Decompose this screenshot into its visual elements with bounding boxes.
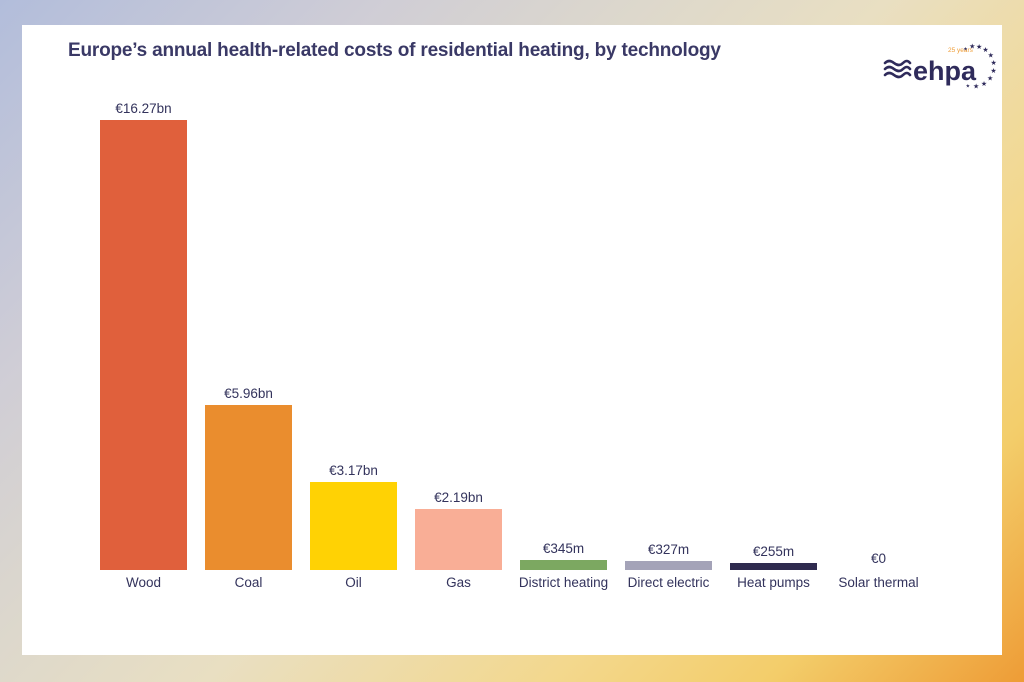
- bar-gas: [415, 509, 502, 570]
- bar-column-district-heating: €345m District heating: [511, 95, 616, 593]
- bar-coal: [205, 405, 292, 570]
- svg-text:★: ★: [982, 46, 988, 54]
- svg-text:★: ★: [981, 80, 987, 88]
- svg-text:★: ★: [988, 52, 994, 60]
- value-label-heat-pumps: €255m: [752, 543, 795, 559]
- chart-title: Europe’s annual health-related costs of …: [68, 40, 721, 61]
- waves-icon: [883, 59, 912, 79]
- value-label-coal: €5.96bn: [224, 386, 273, 402]
- svg-text:★: ★: [963, 46, 968, 52]
- bar-column-direct-electric: €327m Direct electric: [616, 95, 721, 593]
- bar-chart: €16.27bn Wood €5.96bn Coal €3.17bn Oil €2.19bn…: [91, 95, 931, 593]
- bar-district-heating: [520, 560, 607, 570]
- category-label-coal: Coal: [234, 575, 263, 590]
- logo-wordmark: ehpa: [913, 56, 977, 86]
- svg-text:★: ★: [969, 43, 975, 51]
- bar-direct-electric: [625, 560, 712, 570]
- value-label-direct-electric: €327m: [647, 541, 690, 557]
- svg-text:★: ★: [991, 59, 997, 67]
- chart-card: Europe’s annual health-related costs of …: [22, 25, 1002, 655]
- bar-column-oil: €3.17bn Oil: [301, 95, 406, 593]
- category-label-direct-electric: Direct electric: [627, 575, 710, 590]
- category-label-gas: Gas: [446, 575, 471, 590]
- bar-heat-pumps: [730, 562, 817, 570]
- logo-badge: 25 years: [948, 47, 974, 54]
- svg-text:★: ★: [973, 82, 979, 90]
- bar-column-coal: €5.96bn Coal: [196, 95, 301, 593]
- bar-oil: [310, 482, 397, 570]
- eu-stars-icon: ★ ★ ★ ★★★★★★★★: [963, 43, 997, 91]
- value-label-gas: €2.19bn: [434, 490, 483, 506]
- bar-column-wood: €16.27bn Wood: [91, 95, 196, 593]
- category-label-heat-pumps: Heat pumps: [737, 575, 810, 590]
- bar-column-solar-thermal: €0 Solar thermal: [826, 95, 931, 593]
- svg-text:★: ★: [976, 43, 982, 51]
- category-label-solar-thermal: Solar thermal: [838, 575, 919, 590]
- value-label-oil: €3.17bn: [329, 463, 378, 479]
- category-label-oil: Oil: [345, 575, 362, 590]
- value-label-wood: €16.27bn: [115, 101, 172, 116]
- value-label-district-heating: €345m: [542, 541, 585, 557]
- svg-text:★: ★: [990, 67, 996, 75]
- category-label-district-heating: District heating: [518, 575, 609, 590]
- bar-column-heat-pumps: €255m Heat pumps: [721, 95, 826, 593]
- ehpa-logo: ehpa 25 years ★ ★ ★ ★★★★★★★★: [883, 43, 997, 91]
- bar-wood: [100, 120, 187, 570]
- category-label-wood: Wood: [125, 575, 162, 590]
- svg-text:★: ★: [966, 84, 971, 90]
- bar-column-gas: €2.19bn Gas: [406, 95, 511, 593]
- svg-text:★: ★: [987, 74, 993, 82]
- value-label-solar-thermal: €0: [870, 551, 887, 566]
